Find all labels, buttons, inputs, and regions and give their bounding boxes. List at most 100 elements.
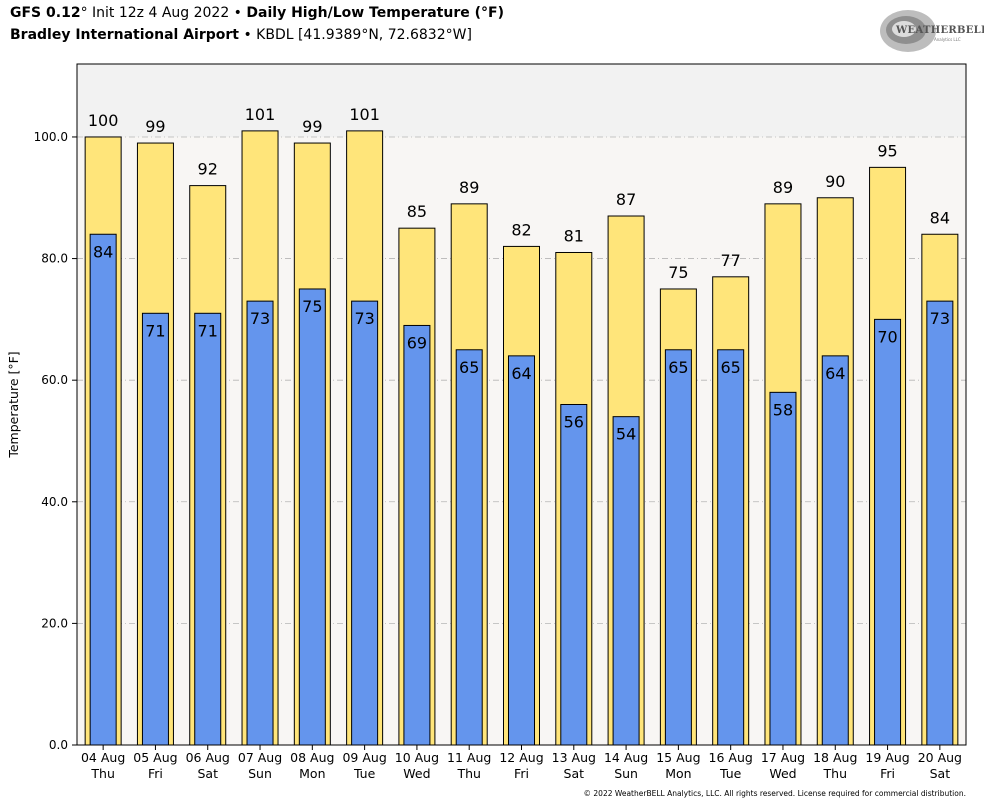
low-bar — [455, 349, 483, 746]
x-tick-label-date: 08 Aug — [290, 750, 334, 765]
value-labels: 100 84 99 71 92 71 101 73 99 75 101 73 85 69 89 65 82 64 8… — [88, 105, 950, 444]
copyright-footer: © 2022 WeatherBELL Analytics, LLC. All r… — [583, 789, 966, 798]
logo-text: WEATHERBELL — [896, 25, 984, 36]
low-value-label: 73 — [354, 309, 374, 328]
x-tick-label-day: Sun — [614, 766, 638, 781]
x-tick-label-date: 16 Aug — [709, 750, 753, 765]
high-value-label: 101 — [245, 105, 276, 124]
x-tick-label-day: Wed — [769, 766, 796, 781]
low-bar — [560, 404, 588, 746]
y-axis-label: Temperature [°F] — [6, 351, 21, 458]
low-value-label: 71 — [198, 321, 218, 340]
model-name: GFS 0.12 — [10, 5, 81, 21]
low-value-label: 56 — [564, 413, 584, 432]
high-value-label: 87 — [616, 190, 636, 209]
high-value-label: 85 — [407, 202, 427, 221]
low-value-label: 65 — [720, 358, 740, 377]
y-tick-label: 40.0 — [41, 495, 68, 509]
x-tick-label-day: Sat — [197, 766, 218, 781]
high-value-label: 75 — [668, 263, 688, 282]
low-bar — [246, 300, 274, 746]
low-value-label: 69 — [407, 333, 427, 352]
x-tick-label-day: Fri — [880, 766, 895, 781]
low-bar — [89, 233, 117, 746]
low-value-label: 75 — [302, 297, 322, 316]
high-value-label: 99 — [145, 117, 165, 136]
x-tick-label-date: 20 Aug — [918, 750, 962, 765]
x-tick-label-date: 04 Aug — [81, 750, 125, 765]
low-bar — [926, 300, 954, 746]
logo-swirl-icon — [880, 10, 936, 52]
x-tick-label-date: 19 Aug — [865, 750, 909, 765]
x-tick-label-day: Sun — [248, 766, 272, 781]
low-bar — [664, 349, 692, 746]
x-tick-label-date: 10 Aug — [395, 750, 439, 765]
low-bar — [612, 416, 640, 746]
x-tick-label-date: 07 Aug — [238, 750, 282, 765]
y-axis: 0.0 20.0 40.0 60.0 80.0 100.0 — [34, 130, 77, 752]
x-tick-label-day: Sat — [564, 766, 585, 781]
high-value-label: 95 — [877, 141, 897, 160]
x-tick-label-date: 15 Aug — [656, 750, 700, 765]
low-value-label: 58 — [773, 400, 793, 419]
low-value-label: 70 — [877, 327, 897, 346]
high-value-label: 82 — [511, 220, 531, 239]
x-tick-label-date: 17 Aug — [761, 750, 805, 765]
chart-subtitle: Bradley International Airport • KBDL [41… — [10, 27, 472, 43]
low-value-label: 64 — [825, 364, 845, 383]
x-tick-label-day: Mon — [299, 766, 325, 781]
low-value-label: 64 — [511, 364, 531, 383]
x-tick-label-day: Thu — [90, 766, 114, 781]
y-tick-label: 20.0 — [41, 616, 68, 630]
high-value-label: 89 — [773, 178, 793, 197]
plot-background-above-100 — [77, 64, 966, 137]
high-value-label: 77 — [720, 251, 740, 270]
y-tick-label: 60.0 — [41, 373, 68, 387]
low-bar — [141, 312, 169, 746]
init-time: Init 12z 4 Aug 2022 — [87, 5, 230, 21]
bullet: • — [229, 5, 247, 21]
low-value-label: 65 — [459, 358, 479, 377]
low-value-label: 65 — [668, 358, 688, 377]
x-tick-label-date: 18 Aug — [813, 750, 857, 765]
x-tick-label-day: Sat — [930, 766, 951, 781]
low-bar — [508, 355, 535, 746]
high-value-label: 92 — [198, 160, 218, 179]
x-tick-label-date: 11 Aug — [447, 750, 491, 765]
degree-symbol: ° — [80, 5, 88, 21]
low-value-label: 73 — [250, 309, 270, 328]
weatherbell-logo: WEATHERBELL Analytics LLC — [878, 6, 984, 56]
y-tick-label: 0.0 — [49, 738, 68, 752]
low-value-label: 71 — [145, 321, 165, 340]
high-value-label: 89 — [459, 178, 479, 197]
y-tick-label: 100.0 — [34, 130, 68, 144]
x-tick-label-day: Fri — [148, 766, 163, 781]
x-tick-label-day: Thu — [456, 766, 480, 781]
low-value-label: 84 — [93, 242, 113, 261]
high-value-label: 101 — [349, 105, 380, 124]
x-tick-label-date: 13 Aug — [552, 750, 596, 765]
x-tick-label-date: 06 Aug — [186, 750, 230, 765]
x-tick-label-day: Thu — [823, 766, 847, 781]
high-value-label: 84 — [930, 208, 950, 227]
high-value-label: 90 — [825, 172, 845, 191]
x-tick-label-day: Mon — [665, 766, 691, 781]
low-bar — [821, 355, 849, 746]
station-info: • KBDL [41.9389°N, 72.6832°W] — [239, 27, 472, 43]
low-bar — [717, 349, 745, 746]
low-bar — [403, 324, 431, 746]
high-value-label: 99 — [302, 117, 322, 136]
low-bar — [351, 300, 379, 746]
high-value-label: 81 — [564, 226, 584, 245]
low-bar — [874, 318, 902, 746]
x-tick-label-date: 09 Aug — [342, 750, 386, 765]
x-tick-label-day: Wed — [403, 766, 430, 781]
x-tick-label-day: Fri — [514, 766, 529, 781]
y-tick-label: 80.0 — [41, 252, 68, 266]
low-bar — [769, 391, 797, 746]
low-value-label: 54 — [616, 425, 636, 444]
low-bar — [298, 288, 326, 746]
chart-title: GFS 0.12° Init 12z 4 Aug 2022 • Daily Hi… — [10, 5, 504, 21]
